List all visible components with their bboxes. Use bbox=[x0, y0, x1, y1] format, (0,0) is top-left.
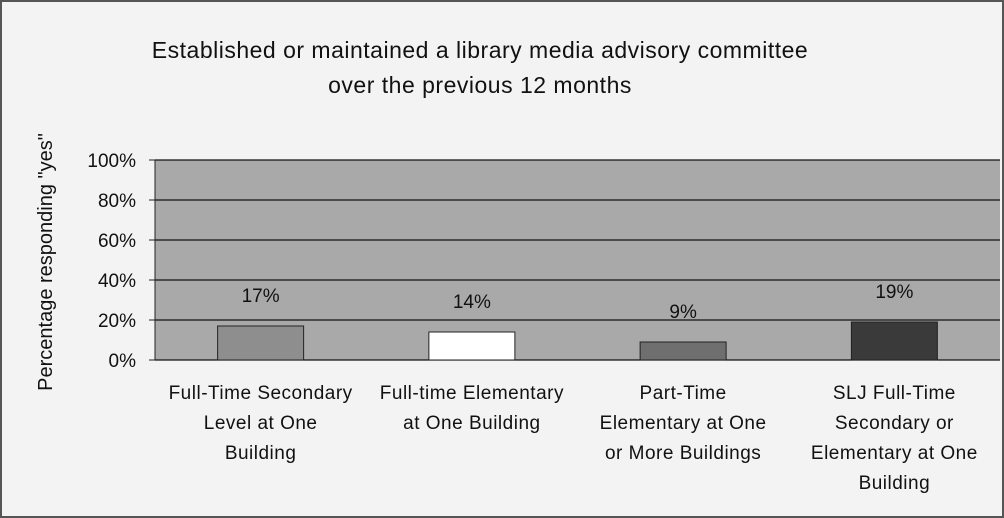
data-label: 9% bbox=[669, 302, 697, 323]
chart-title: Established or maintained a library medi… bbox=[151, 37, 809, 98]
y-tick-label: 40% bbox=[98, 271, 136, 292]
data-label: 14% bbox=[453, 292, 491, 313]
bar bbox=[217, 325, 305, 361]
x-tick-label: SLJ Full-Time Secondary or Elementary at… bbox=[810, 383, 978, 494]
bar bbox=[428, 331, 516, 361]
y-tick-label: 80% bbox=[98, 191, 136, 212]
x-tick-label: Full-time Elementary at One Building bbox=[379, 383, 564, 434]
y-axis-label: Percentage responding "yes" bbox=[35, 133, 57, 391]
x-tick-label: Full-Time Secondary Level at One Buildin… bbox=[168, 383, 353, 464]
bar bbox=[850, 321, 938, 361]
y-tick-label: 60% bbox=[98, 231, 136, 252]
data-label: 17% bbox=[242, 286, 280, 307]
y-tick-label: 100% bbox=[87, 151, 136, 172]
bar bbox=[639, 341, 727, 361]
y-tick-label: 20% bbox=[98, 311, 136, 332]
x-tick-label: Part-Time Elementary at One or More Buil… bbox=[599, 383, 767, 464]
y-tick-label: 0% bbox=[109, 351, 137, 372]
data-label: 19% bbox=[875, 282, 913, 303]
